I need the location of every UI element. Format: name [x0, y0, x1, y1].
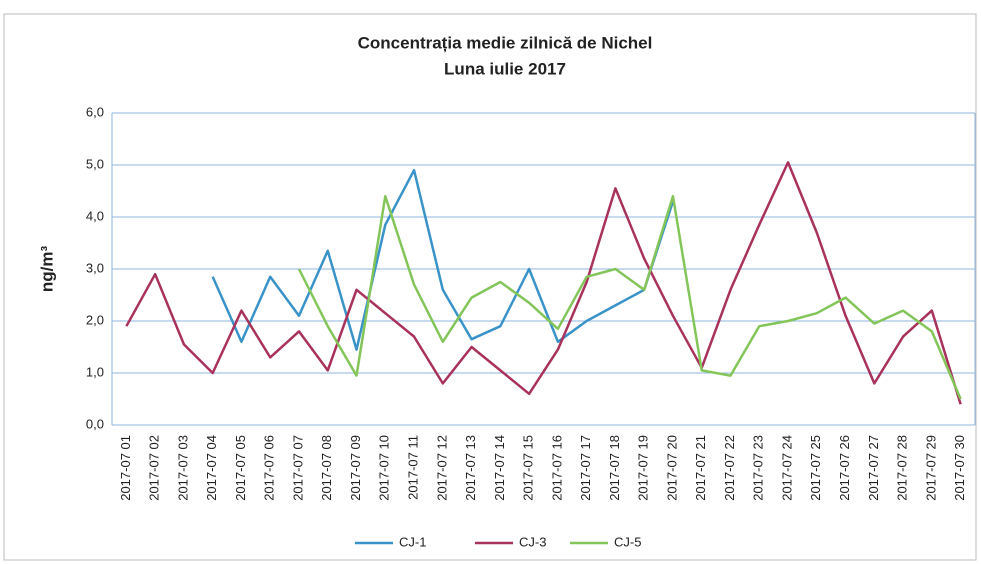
x-tick-label: 2017-07 12 [434, 435, 449, 501]
y-tick-label: 3,0 [86, 260, 104, 275]
x-tick-label: 2017-07 10 [377, 435, 392, 501]
x-tick-label: 2017-07 09 [348, 435, 363, 501]
x-tick-label: 2017-07 23 [751, 435, 766, 501]
x-tick-label: 2017-07 05 [233, 435, 248, 501]
x-tick-label: 2017-07 20 [664, 435, 679, 501]
x-tick-label: 2017-07 07 [290, 435, 305, 501]
x-tick-label: 2017-07 04 [204, 435, 219, 501]
x-tick-label: 2017-07 01 [118, 435, 133, 501]
y-tick-label: 4,0 [86, 208, 104, 223]
x-tick-label: 2017-07 03 [175, 435, 190, 501]
y-tick-label: 0,0 [86, 416, 104, 431]
x-tick-label: 2017-07 06 [262, 435, 277, 501]
chart-subtitle: Luna iulie 2017 [444, 59, 566, 78]
x-tick-label: 2017-07 16 [549, 435, 564, 501]
x-tick-label: 2017-07 11 [405, 435, 420, 500]
legend-label: CJ-3 [519, 534, 546, 549]
x-tick-label: 2017-07 14 [492, 435, 507, 501]
x-tick-label: 2017-07 25 [808, 435, 823, 501]
series-line [211, 168, 675, 351]
x-tick-label: 2017-07 26 [837, 435, 852, 501]
y-tick-label: 2,0 [86, 312, 104, 327]
x-tick-label: 2017-07 24 [779, 435, 794, 501]
x-tick-label: 2017-07 30 [952, 435, 967, 501]
series-line [125, 161, 962, 405]
series-line [297, 194, 962, 400]
x-tick-label: 2017-07 28 [895, 435, 910, 501]
y-tick-label: 6,0 [86, 104, 104, 119]
x-tick-label: 2017-07 18 [607, 435, 622, 501]
x-tick-label: 2017-07 27 [866, 435, 881, 501]
chart-border [3, 13, 977, 561]
x-tick-label: 2017-07 15 [521, 435, 536, 501]
chart-title: Concentrația medie zilnică de Nichel [358, 33, 653, 52]
y-axis-label: ng/m³ [37, 246, 56, 293]
x-tick-label: 2017-07 17 [578, 435, 593, 501]
legend-label: CJ-5 [614, 534, 641, 549]
x-tick-label: 2017-07 02 [147, 435, 162, 501]
legend-label: CJ-1 [399, 534, 426, 549]
y-tick-label: 1,0 [86, 364, 104, 379]
y-tick-label: 5,0 [86, 156, 104, 171]
x-tick-label: 2017-07 13 [463, 435, 478, 501]
x-tick-label: 2017-07 19 [636, 435, 651, 501]
x-tick-label: 2017-07 22 [722, 435, 737, 501]
x-tick-label: 2017-07 08 [319, 435, 334, 501]
x-tick-label: 2017-07 21 [693, 435, 708, 501]
x-tick-label: 2017-07 29 [923, 435, 938, 501]
